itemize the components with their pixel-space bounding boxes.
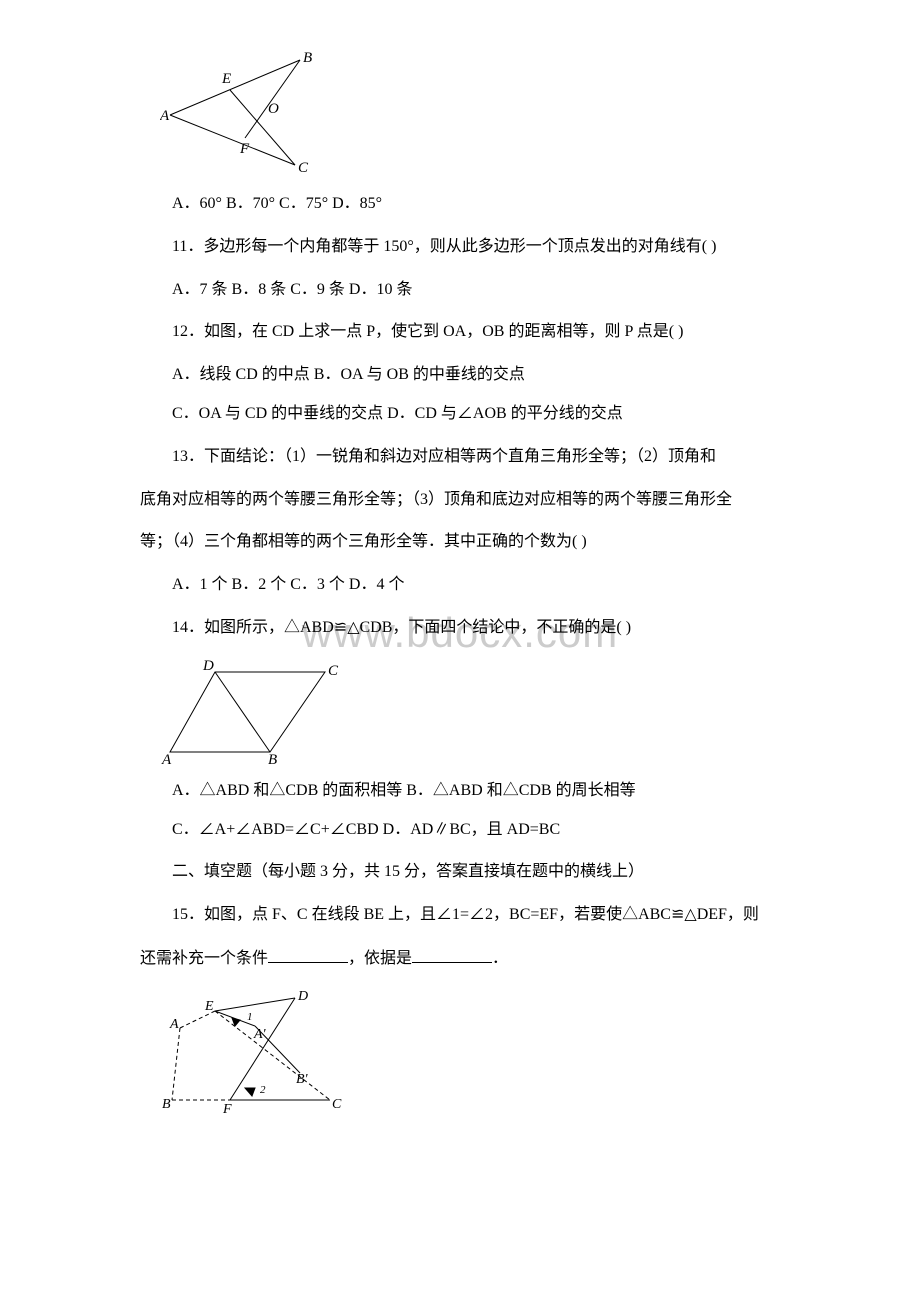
q13-line3: 等；（4）三个角都相等的两个三角形全等．其中正确的个数为( ) bbox=[140, 528, 800, 557]
diagram15-label-C: C bbox=[332, 1097, 342, 1112]
q15-line1: 15．如图，点 F、C 在线段 BE 上，且∠1=∠2，BC=EF，若要使△AB… bbox=[140, 901, 800, 930]
q15-suffix: ． bbox=[492, 950, 508, 967]
diagram14-label-D: D bbox=[202, 658, 214, 674]
q12-options-line1: A．线段 CD 的中点 B．OA 与 OB 的中垂线的交点 bbox=[140, 361, 800, 390]
diagram15-label-B: B bbox=[162, 1097, 171, 1112]
document-content: A B C E F O A．60° B．70° C．75° D．85° 11．多… bbox=[140, 50, 800, 1118]
q15-line2: 还需补充一个条件 ，依据是 ． bbox=[140, 944, 800, 974]
diagram15-label-2: 2 bbox=[260, 1084, 266, 1096]
diagram-q10: A B C E F O bbox=[160, 50, 800, 180]
q11-options: A．7 条 B．8 条 C．9 条 D．10 条 bbox=[140, 276, 800, 305]
diagram-q15-svg: A B C D E F A' B' 1 2 bbox=[160, 988, 350, 1118]
q14-options-line1: A．△ABD 和△CDB 的面积相等 B．△ABD 和△CDB 的周长相等 bbox=[140, 777, 800, 806]
diagram15-label-F: F bbox=[222, 1102, 232, 1117]
diagram10-label-E: E bbox=[221, 71, 231, 87]
section2-header: 二、填空题（每小题 3 分，共 15 分，答案直接填在题中的横线上） bbox=[140, 858, 800, 887]
q12-text: 12．如图，在 CD 上求一点 P，使它到 OA，OB 的距离相等，则 P 点是… bbox=[140, 318, 800, 347]
diagram14-label-B: B bbox=[268, 752, 277, 767]
q15-prefix: 还需补充一个条件 bbox=[140, 950, 268, 967]
q14-options-line2: C．∠A+∠ABD=∠C+∠CBD D．AD∥BC，且 AD=BC bbox=[140, 816, 800, 845]
q13-line2: 底角对应相等的两个等腰三角形全等；（3）顶角和底边对应相等的两个等腰三角形全 bbox=[140, 486, 800, 515]
q11-text: 11．多边形每一个内角都等于 150°，则从此多边形一个顶点发出的对角线有( ) bbox=[140, 233, 800, 262]
diagram-q10-svg: A B C E F O bbox=[160, 50, 320, 180]
diagram15-label-Bp: B' bbox=[296, 1072, 309, 1087]
q15-blank1 bbox=[268, 944, 348, 963]
q15-mid: ，依据是 bbox=[348, 950, 412, 967]
diagram14-label-C: C bbox=[328, 663, 339, 679]
diagram10-label-F: F bbox=[239, 141, 250, 157]
q14-text: 14．如图所示，△ABD≌△CDB，下面四个结论中，不正确的是( ) bbox=[140, 614, 800, 643]
diagram15-label-E: E bbox=[204, 999, 214, 1014]
diagram-q15: A B C D E F A' B' 1 2 bbox=[160, 988, 800, 1118]
diagram10-label-A: A bbox=[160, 108, 170, 124]
diagram10-label-B: B bbox=[303, 50, 312, 66]
q10-options: A．60° B．70° C．75° D．85° bbox=[140, 190, 800, 219]
diagram15-label-Ap: A' bbox=[253, 1027, 267, 1042]
diagram15-label-A: A bbox=[169, 1017, 179, 1032]
q15-blank2 bbox=[412, 944, 492, 963]
q12-options-line2: C．OA 与 CD 的中垂线的交点 D．CD 与∠AOB 的平分线的交点 bbox=[140, 400, 800, 429]
diagram15-label-1: 1 bbox=[247, 1011, 253, 1023]
diagram-q14: A B C D bbox=[160, 657, 800, 767]
diagram-q14-svg: A B C D bbox=[160, 657, 350, 767]
q13-options: A．1 个 B．2 个 C．3 个 D．4 个 bbox=[140, 571, 800, 600]
diagram10-label-O: O bbox=[268, 101, 279, 117]
q13-line1: 13．下面结论：（1）一锐角和斜边对应相等两个直角三角形全等；（2）顶角和 bbox=[140, 443, 800, 472]
diagram14-label-A: A bbox=[161, 752, 172, 767]
diagram15-label-D: D bbox=[297, 989, 308, 1004]
diagram10-label-C: C bbox=[298, 160, 309, 176]
